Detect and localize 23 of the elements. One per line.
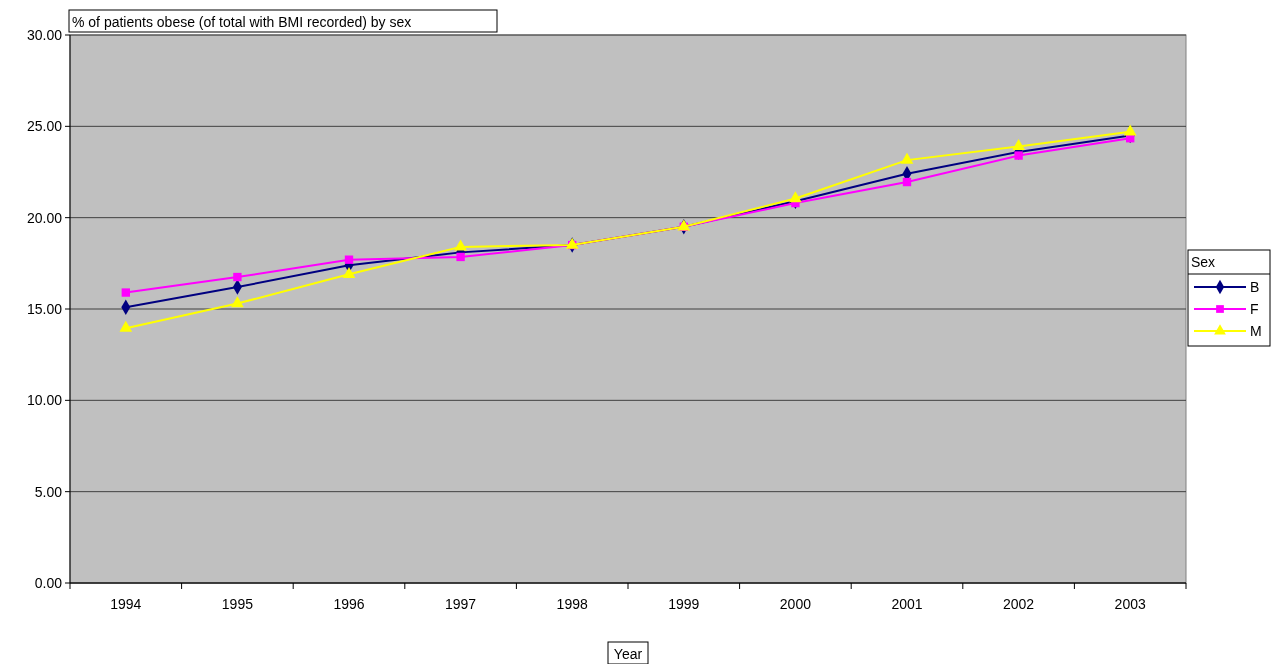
y-tick-label: 30.00 [26,26,63,43]
x-axis-title: Year [613,646,643,662]
x-tick-label: 1994 [110,596,142,612]
chart-title: % of patients obese (of total with BMI recorded) by sex [72,14,412,30]
legend-label: M [1250,322,1262,339]
y-tick-label: 0.00 [34,574,63,591]
x-tick-label: 2000 [779,596,812,612]
x-tick-label: 1996 [333,596,365,612]
y-tick-label: 10.00 [26,392,63,409]
legend-label: F [1250,300,1259,317]
y-tick-label: 5.00 [34,483,63,500]
x-tick-label: 2001 [891,596,923,612]
legend-title: Sex [1191,254,1216,270]
y-tick-label: 20.00 [26,209,63,226]
y-tick-label: 15.00 [26,300,63,317]
x-tick-label: 2002 [1003,596,1035,612]
x-tick-label: 1998 [556,596,588,612]
legend-label: B [1250,278,1260,295]
x-tick-label: 1997 [445,596,477,612]
x-tick-label: 1999 [668,596,700,612]
y-tick-label: 25.00 [26,118,63,135]
x-tick-label: 1995 [221,596,254,612]
x-tick-label: 2003 [1114,596,1146,612]
